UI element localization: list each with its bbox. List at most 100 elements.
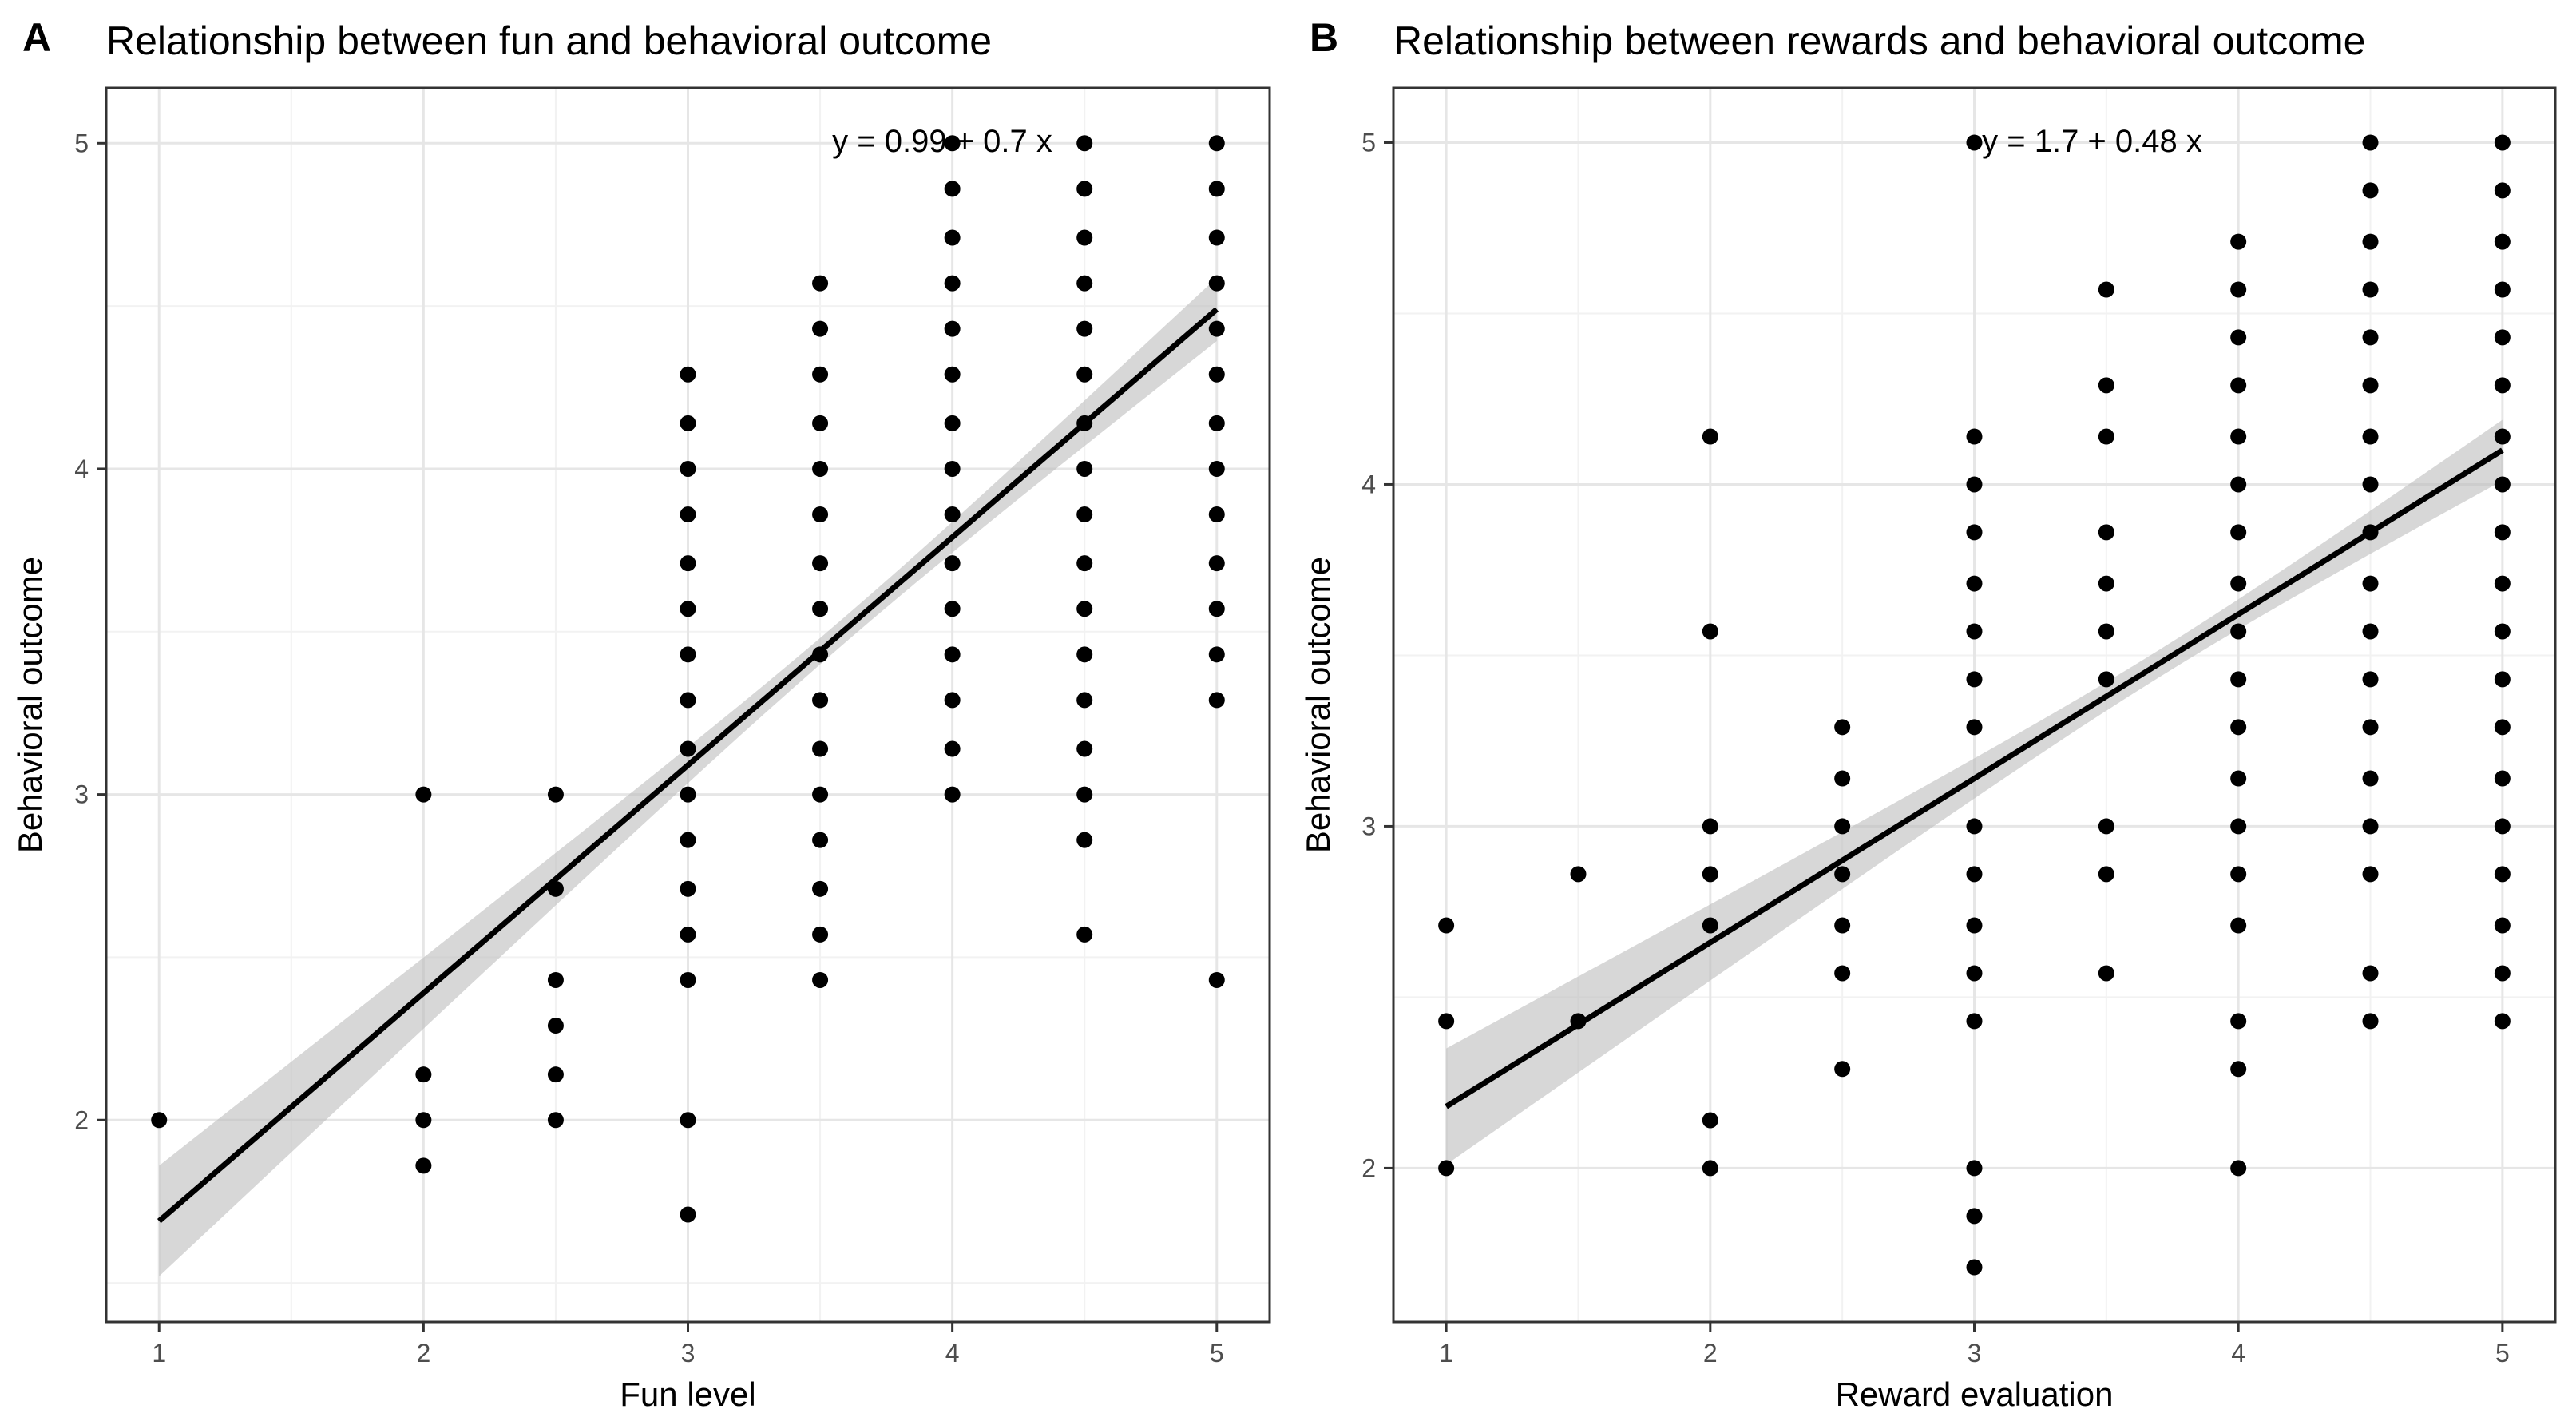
panel-b-data-point: [1702, 1160, 1718, 1177]
panel-b-data-point: [1834, 770, 1851, 787]
panel-a-y-tick-label: 2: [74, 1105, 89, 1134]
panel-b-data-point: [2230, 623, 2247, 640]
panel-b-plot: 1 2 3 4 5 2 3 4 5 Reward evaluation Behavioral out…: [1299, 86, 2557, 1413]
panel-a-y-tick-label: 3: [74, 780, 89, 809]
panel-b-data-point: [2494, 377, 2511, 394]
panel-a-regression-line: [157, 307, 1219, 1224]
panel-b-data-point: [2098, 281, 2114, 298]
panel-b-data-point: [2230, 524, 2247, 541]
panel-a-data-point: [415, 786, 432, 803]
panel-b-data-point: [2230, 917, 2247, 934]
panel-a-data-point: [812, 275, 829, 292]
panel-b-data-point: [1966, 1259, 1983, 1276]
panel-b-data-point: [1966, 524, 1983, 541]
panel-a-x-tick-label: 4: [945, 1339, 960, 1367]
panel-b-x-tick-label: 4: [2231, 1339, 2245, 1367]
panel-a-data-point: [1208, 275, 1225, 292]
panel-b-data-point: [2098, 818, 2114, 835]
panel-b-data-point: [1570, 866, 1587, 883]
panel-b-data-point: [1702, 623, 1718, 640]
panel-a-data-point: [1208, 135, 1225, 152]
panel-b-data-point: [2362, 623, 2379, 640]
panel-b-data-point: [2098, 965, 2114, 982]
panel-b-data-point: [1834, 1061, 1851, 1078]
panel-b-data-point: [1966, 719, 1983, 736]
panel-a-data-point: [1076, 601, 1093, 617]
panel-a-data-point: [680, 880, 696, 897]
panel-b-data-point: [2362, 182, 2379, 199]
panel-a-data-point: [1076, 181, 1093, 197]
panel-a-data-point: [415, 1066, 432, 1083]
panel-a-data-point: [944, 460, 961, 477]
panel-b-data-point: [1966, 134, 1983, 151]
panel-b-data-point: [2494, 818, 2511, 835]
panel-a-data-point: [1076, 646, 1093, 663]
panel-a-data-point: [1076, 366, 1093, 383]
panel-b-equation-label: y = 1.7 + 0.48 x: [1982, 124, 2202, 159]
panel-b-data-point: [2362, 719, 2379, 736]
panel-b-data-point: [2362, 428, 2379, 445]
panel-a-data-point: [680, 971, 696, 988]
panel-a-data-point: [1076, 506, 1093, 523]
panel-b-data-point: [1966, 1208, 1983, 1225]
panel-b-data-point: [2362, 1013, 2379, 1030]
panel-a-data-point: [680, 646, 696, 663]
panel-b-data-point: [2098, 623, 2114, 640]
panel-b-data-point: [2362, 134, 2379, 151]
panel-b-data-point: [2494, 428, 2511, 445]
panel-b-data-point: [1702, 917, 1718, 934]
panel-b-data-point: [2230, 1061, 2247, 1078]
panel-a-data-point: [1208, 366, 1225, 383]
panel-a-data-point: [812, 415, 829, 431]
panel-b-data-point: [1834, 719, 1851, 736]
panel-b-confidence-band: [1446, 419, 2503, 1165]
panel-b-data-point: [1702, 818, 1718, 835]
panel-b-data-point: [1966, 623, 1983, 640]
panel-b-data-point: [2362, 377, 2379, 394]
panel-b-data-point: [2494, 329, 2511, 346]
panel-b-data-point: [2494, 134, 2511, 151]
panel-b-data-point: [1966, 917, 1983, 934]
panel-b-x-tick-label: 1: [1439, 1339, 1453, 1367]
panel-b-data-point: [2098, 428, 2114, 445]
panel-b-data-point: [2494, 671, 2511, 688]
panel-a-y-tick-label: 5: [74, 129, 89, 157]
panel-b-data-point: [2230, 770, 2247, 787]
panel-a-data-point: [680, 786, 696, 803]
panel-b-data-point: [2098, 575, 2114, 592]
panel-a-data-point: [812, 926, 829, 943]
panel-b-letter: B: [1310, 15, 1339, 60]
panel-a-data-point: [547, 1066, 564, 1083]
panel-b-data-point: [2362, 233, 2379, 250]
panel-b-data-point: [1834, 866, 1851, 883]
panel-a-data-point: [1208, 229, 1225, 246]
panel-b-data-point: [2230, 281, 2247, 298]
panel-b-data-point: [2230, 1160, 2247, 1177]
panel-a-data-point: [680, 601, 696, 617]
panel-a-data-point: [812, 740, 829, 757]
panel-b-data-point: [2230, 719, 2247, 736]
panel-b-data-point: [2230, 233, 2247, 250]
panel-a-x-tick-label: 1: [152, 1339, 166, 1367]
panel-b-data-point: [2494, 917, 2511, 934]
panel-b-data-point: [2098, 377, 2114, 394]
panel-b-data-point: [2362, 965, 2379, 982]
panel-a-data-point: [944, 415, 961, 431]
panel-a-data-point: [812, 460, 829, 477]
panel-a-data-point: [812, 506, 829, 523]
panel-b-title: Relationship between rewards and behavio…: [1393, 18, 2366, 63]
panel-a-data-point: [944, 601, 961, 617]
panel-a-data-point: [547, 786, 564, 803]
panel-b-regression-line: [1445, 447, 2504, 1109]
panel-a-data-point: [547, 1112, 564, 1129]
panel-a-data-point: [812, 832, 829, 848]
panel-b-data-point: [2362, 866, 2379, 883]
panel-a-data-point: [944, 229, 961, 246]
panel-a-data-point: [1076, 135, 1093, 152]
panel-a-data-point: [1076, 740, 1093, 757]
panel-a-x-tick-label: 2: [416, 1339, 430, 1367]
panel-b-data-point: [1966, 428, 1983, 445]
panel-a-data-point: [1076, 692, 1093, 709]
panel-b-x-tick-label: 2: [1703, 1339, 1718, 1367]
